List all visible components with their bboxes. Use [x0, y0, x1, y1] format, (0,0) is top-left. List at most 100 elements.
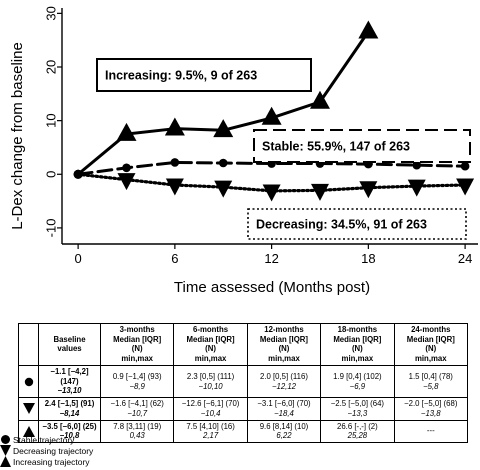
annotation-label: Increasing: 9.5%, 9 of 263 — [105, 69, 257, 83]
data-point — [309, 90, 330, 109]
header-symbol-cell — [18, 323, 39, 366]
header-median: Median [IQR] — [333, 334, 382, 344]
header-median: Median [IQR] — [186, 334, 235, 344]
table-header-row: Baseline values 3-months Median [IQR] (N… — [18, 323, 469, 366]
header-median: Median [IQR] — [113, 334, 162, 344]
header-12-months: 12-months Median [IQR] (N) min,max — [246, 323, 322, 366]
table-cell: 26.6 [-,-] (2) 25,28 — [320, 419, 395, 444]
circle-icon — [1, 435, 10, 444]
legend-label: Increasing trajectory — [13, 456, 90, 467]
table-cell: 7.5 [4,10] (16) 2,17 — [173, 419, 248, 444]
data-point — [310, 183, 329, 201]
data-point — [261, 106, 282, 125]
header-title: 18-months — [337, 325, 378, 334]
x-axis-title: Time assessed (Months post) — [174, 279, 370, 296]
legend-label: Decreasing trajectory — [13, 445, 94, 456]
table-cell: −12.6 [−6,1] (70) −10,4 — [173, 397, 248, 421]
legend-item-decreasing: Decreasing trajectory — [0, 445, 200, 456]
header-baseline-label: Baseline values — [53, 334, 86, 354]
table-cell: 2.0 [0,5] (116) −12,12 — [246, 364, 322, 399]
table-cell: −3.1 [−6,0] (70) −18,4 — [246, 397, 322, 421]
data-point — [262, 184, 281, 202]
x-tick-label: 0 — [75, 251, 82, 266]
y-tick-label: 10 — [43, 113, 58, 127]
x-tick-label: 18 — [361, 251, 375, 266]
y-tick-label: 0 — [43, 171, 58, 178]
data-point — [122, 163, 131, 173]
header-minmax: min,max — [341, 354, 374, 364]
x-tick-label: 6 — [171, 251, 178, 266]
table-cell: 7.8 [3,11] (19) 0,43 — [99, 419, 175, 444]
y-tick-label: 20 — [43, 60, 58, 74]
header-median: Median [IQR] — [259, 334, 309, 344]
summary-table: Baseline values 3-months Median [IQR] (N… — [18, 323, 469, 444]
baseline-cell: −1.1 [−4,2] (147) −13,10 — [38, 364, 101, 399]
data-point — [116, 122, 137, 141]
table-row-increasing: −3.5 [−6,0] (25) −10,8 7.8 [3,11] (19) 0,4… — [18, 419, 469, 444]
y-axis-title: L-Dex change from baseline — [9, 42, 26, 230]
header-6-months: 6-months Median [IQR] (N) min,max — [173, 323, 248, 366]
header-baseline: Baseline values — [38, 323, 101, 366]
header-18-months: 18-months Median [IQR] (N) min,max — [320, 323, 395, 366]
table-row-decreasing: 2.4 [−1,5] (91) −8,14 −1.6 [−4,1] (62) −10… — [18, 397, 469, 421]
table-cell: 9.6 [8,14] (10) 6,22 — [246, 419, 322, 444]
header-minmax: min,max — [194, 354, 227, 364]
data-point — [456, 178, 475, 196]
annotation-label: Stable: 55.9%, 147 of 263 — [262, 140, 410, 154]
legend-item-increasing: Increasing trajectory — [0, 456, 200, 467]
triangle-down-icon — [18, 397, 39, 421]
table-cell: 0.9 [−1,4] (93) −8,9 — [99, 364, 175, 399]
table-cell: --- — [393, 419, 469, 444]
circle-icon — [18, 364, 39, 399]
annotation-label: Decreasing: 34.5%, 91 of 263 — [256, 218, 427, 232]
annotation-box — [253, 129, 471, 163]
header-minmax: min,max — [121, 354, 154, 364]
header-3-months: 3-months Median [IQR] (N) min,max — [99, 323, 175, 366]
data-point — [358, 20, 379, 39]
header-minmax: min,max — [414, 354, 447, 364]
table-cell: −2.5 [−5,0] (64) −13,3 — [320, 397, 395, 421]
legend: Stable trajectory Decreasing trajectory … — [0, 434, 200, 467]
header-n: (N) — [131, 344, 143, 354]
table-cell: −2.0 [−5,0] (68) −13,8 — [393, 397, 469, 421]
table-cell: 1.9 [0,4] (102) −6,9 — [320, 364, 395, 399]
data-point — [73, 169, 83, 179]
annotation-box — [96, 58, 312, 92]
header-title: 6-months — [193, 325, 229, 334]
table-cell: 1.5 [0,4] (78) −5,8 — [393, 364, 469, 399]
table-cell: −1.6 [−4,1] (62) −10,7 — [99, 397, 175, 421]
legend-label: Stable trajectory — [13, 434, 75, 445]
annotation-box — [247, 208, 467, 240]
table-cell: 2.3 [0,5] (111) −10,10 — [173, 364, 248, 399]
table-row-stable: −1.1 [−4,2] (147) −13,10 0.9 [−1,4] (93) −… — [18, 364, 469, 399]
data-point — [165, 178, 184, 196]
header-n: (N) — [205, 344, 216, 354]
triangle-up-icon — [0, 456, 11, 467]
data-point — [213, 119, 234, 138]
triangle-down-icon — [0, 445, 11, 456]
header-n: (N) — [351, 344, 363, 354]
data-point — [407, 179, 426, 197]
header-minmax: min,max — [268, 354, 300, 364]
data-point — [164, 117, 185, 136]
data-point — [170, 158, 180, 167]
header-title: 24-months — [411, 325, 451, 334]
trajectory-chart: -10 0 10 20 30 0 6 12 18 24 L-Dex change from base… — [9, 6, 478, 296]
header-median: Median [IQR] — [406, 334, 455, 344]
header-n: (N) — [425, 344, 437, 354]
data-point — [460, 161, 470, 171]
data-point — [218, 158, 228, 168]
header-24-months: 24-months Median [IQR] (N) min,max — [393, 323, 469, 366]
y-tick-label: 30 — [43, 6, 58, 20]
data-point — [214, 180, 233, 198]
data-point — [359, 181, 378, 199]
legend-item-stable: Stable trajectory — [0, 434, 200, 445]
data-point — [412, 160, 422, 170]
header-n: (N) — [278, 344, 290, 354]
header-title: 12-months — [264, 325, 304, 334]
header-title: 3-months — [119, 325, 155, 334]
y-tick-label: -10 — [43, 219, 58, 238]
baseline-cell: −3.5 [−6,0] (25) −10,8 — [38, 419, 101, 444]
x-tick-label: 12 — [264, 251, 278, 266]
baseline-cell: 2.4 [−1,5] (91) −8,14 — [38, 397, 101, 421]
